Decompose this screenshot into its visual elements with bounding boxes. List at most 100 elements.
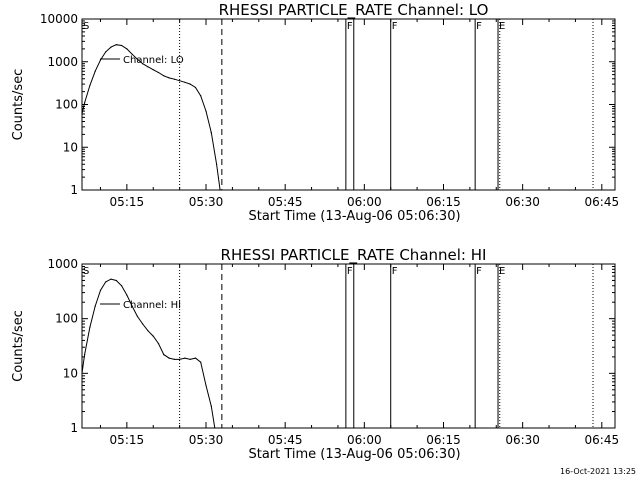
data-point <box>136 58 139 60</box>
data-point <box>99 289 102 291</box>
data-point <box>94 305 96 307</box>
chart-title: RHESSI PARTICLE_RATE Channel: LO <box>219 1 489 20</box>
y-axis-label: Counts/sec <box>11 310 26 382</box>
legend-label: Channel: HI <box>123 300 181 311</box>
data-point <box>168 357 170 359</box>
data-point <box>194 357 197 359</box>
data-point <box>105 51 107 53</box>
y-tick-label: 1 <box>70 183 78 197</box>
x-tick-label: 05:45 <box>268 195 303 209</box>
data-point <box>115 279 117 282</box>
y-tick-label: 1 <box>70 421 78 435</box>
x-tick-label: 06:15 <box>426 433 461 447</box>
x-tick-label: 06:30 <box>505 433 540 447</box>
data-point <box>157 342 160 345</box>
x-tick-label: 05:15 <box>110 433 145 447</box>
data-point <box>189 83 191 85</box>
data-point <box>142 323 144 325</box>
x-tick-label: 06:15 <box>426 195 461 209</box>
data-point <box>142 63 144 65</box>
y-tick-label: 100 <box>55 98 78 112</box>
event-marker-label: F <box>347 21 353 32</box>
data-point <box>184 357 186 359</box>
data-series-line <box>81 44 221 191</box>
y-tick-label: 10 <box>63 140 78 154</box>
legend-label: Channel: LO <box>123 55 184 66</box>
data-point <box>219 189 221 191</box>
event-marker-label: E <box>499 21 505 32</box>
data-point <box>184 81 186 83</box>
data-point <box>168 77 170 79</box>
event-marker-label: F <box>476 21 482 32</box>
data-point <box>126 48 128 50</box>
x-axis-label: Start Time (13-Aug-06 05:06:30) <box>248 447 460 462</box>
data-point <box>105 281 107 283</box>
chart-panel-hi: RHESSI PARTICLE_RATE Channel: HI Start Ti… <box>11 246 619 462</box>
data-point <box>152 69 154 71</box>
data-point <box>215 163 218 165</box>
y-tick-label: 10000 <box>40 12 78 26</box>
data-point <box>179 358 181 360</box>
data-point <box>163 354 165 356</box>
data-point <box>210 405 212 407</box>
data-point <box>120 285 123 287</box>
data-point <box>173 358 175 360</box>
data-point <box>173 78 175 80</box>
data-point <box>189 358 191 360</box>
x-tick-label: 06:45 <box>585 433 620 447</box>
x-tick-label: 05:15 <box>110 195 145 209</box>
y-tick-label: 1000 <box>47 257 78 271</box>
x-tick-label: 05:45 <box>268 433 303 447</box>
data-point <box>81 372 83 374</box>
data-point <box>110 278 112 280</box>
data-point <box>94 70 96 72</box>
event-marker-label: F <box>392 266 398 277</box>
data-point <box>205 384 207 387</box>
data-point <box>115 44 117 46</box>
chart-title: RHESSI PARTICLE_RATE Channel: HI <box>221 246 487 265</box>
data-point <box>84 354 86 356</box>
data-point <box>147 330 149 332</box>
event-marker-label: E <box>499 266 505 277</box>
x-tick-label: 05:30 <box>189 433 224 447</box>
event-marker-label: S <box>83 266 89 277</box>
event-marker-label: F <box>476 266 482 277</box>
y-tick-label: 1000 <box>47 55 78 69</box>
data-point <box>200 95 202 97</box>
event-marker-label: F <box>347 266 353 277</box>
data-point <box>147 66 149 68</box>
data-point <box>131 305 133 307</box>
x-tick-label: 05:30 <box>189 195 224 209</box>
data-point <box>99 59 102 61</box>
x-tick-label: 06:00 <box>347 195 382 209</box>
x-axis-label: Start Time (13-Aug-06 05:06:30) <box>248 209 460 224</box>
timestamp-label: 16-Oct-2021 13:25 <box>560 467 636 476</box>
data-point <box>131 53 133 55</box>
y-tick-label: 10 <box>63 366 78 380</box>
data-point <box>136 315 139 318</box>
data-point <box>194 86 197 89</box>
x-tick-label: 06:45 <box>585 195 620 209</box>
x-tick-label: 06:00 <box>347 433 382 447</box>
data-point <box>163 75 165 77</box>
event-marker-label: S <box>83 21 89 32</box>
data-point <box>179 80 181 82</box>
event-marker-label: F <box>392 21 398 32</box>
data-point <box>120 44 123 47</box>
data-point <box>200 361 202 363</box>
y-tick-label: 100 <box>55 312 78 326</box>
data-point <box>205 110 207 112</box>
y-axis-label: Counts/sec <box>11 69 26 141</box>
data-point <box>89 326 91 328</box>
data-point <box>152 335 154 337</box>
data-point <box>110 46 112 48</box>
data-point <box>84 102 86 104</box>
data-point <box>89 84 91 86</box>
plot-frame <box>81 18 616 191</box>
data-point <box>210 132 212 134</box>
x-tick-label: 06:30 <box>505 195 540 209</box>
data-point <box>157 71 160 74</box>
plot-frame <box>81 263 616 429</box>
data-point <box>81 113 83 115</box>
